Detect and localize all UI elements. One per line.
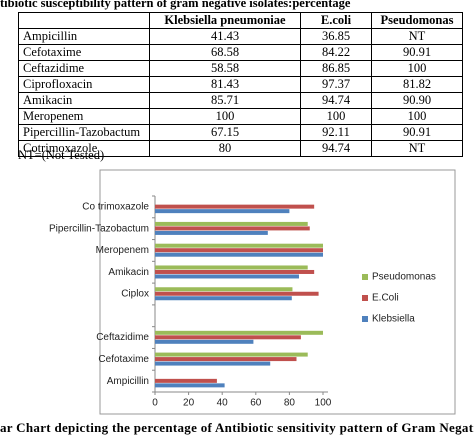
bar	[155, 330, 323, 335]
y-tick-label: Ciplox	[121, 289, 149, 300]
legend-label: E.Coli	[372, 293, 399, 304]
bar	[155, 209, 290, 214]
table-cell: 100	[371, 60, 463, 77]
bar	[155, 204, 315, 209]
x-tick-label: 20	[183, 398, 195, 409]
x-tick-label: 0	[152, 398, 158, 409]
bar	[155, 378, 217, 383]
y-tick-label: Pipercillin-Tazobactum	[49, 223, 149, 234]
table: Klebsiella pneumoniae E.coli Pseudomonas Am…	[18, 12, 463, 157]
bar	[155, 352, 308, 357]
bar	[155, 335, 301, 340]
legend-label: Klebsiella	[372, 314, 415, 325]
bar	[155, 269, 315, 274]
legend-swatch	[362, 295, 368, 301]
y-tick-label: Co trimoxazole	[82, 202, 149, 213]
bar	[155, 287, 293, 292]
x-tick-label: 80	[284, 398, 296, 409]
bar	[155, 383, 225, 388]
chart-frame	[99, 169, 456, 415]
bar	[155, 230, 268, 235]
table-cell: 90.91	[371, 44, 463, 61]
bar	[155, 296, 292, 301]
table-row: Pipercillin-Tazobactum 67.15 92.11 90.91	[18, 124, 463, 141]
bar	[155, 274, 299, 279]
y-tick-label: Meropenem	[96, 245, 149, 256]
table-row: Cefotaxime 68.58 84.22 90.91	[18, 44, 463, 61]
table-cell: Ciprofloxacin	[18, 76, 150, 93]
x-tick-label: 60	[250, 398, 262, 409]
legend-label: Pseudomonas	[372, 272, 436, 283]
bar	[155, 248, 323, 253]
table-row: Amikacin 85.71 94.74 90.90	[18, 92, 463, 109]
table-cell: 100	[300, 108, 372, 125]
table-cell: 94.74	[300, 140, 372, 157]
table-row: Cotrimoxazole 80 94.74 NT	[18, 140, 463, 157]
table-cell: 90.91	[371, 124, 463, 141]
bar	[155, 361, 271, 366]
legend-swatch	[362, 316, 368, 322]
caption: ar Chart depicting the percentage of Ant…	[0, 420, 474, 435]
legend-swatch	[362, 274, 368, 280]
bar	[155, 265, 308, 270]
table-cell: Meropenem	[18, 108, 150, 125]
x-tick-label: 100	[315, 398, 332, 409]
bar	[155, 243, 323, 248]
y-tick-label: Ceftazidime	[96, 332, 149, 343]
y-tick-label: Ampicillin	[107, 376, 149, 387]
bar	[155, 221, 308, 226]
bar	[155, 339, 254, 344]
table-row: Meropenem 100 100 100	[18, 108, 463, 125]
table-cell: 92.11	[300, 124, 372, 141]
table-cell: Pipercillin-Tazobactum	[18, 124, 150, 141]
table-cell: NT	[371, 140, 463, 157]
table-title: tibiotic susceptibility pattern of gram …	[0, 0, 351, 10]
table-cell: 81.43	[149, 76, 301, 93]
note: NT=(Not Tested)	[18, 148, 105, 162]
y-tick-label: Cefotaxime	[98, 354, 149, 365]
bar	[155, 252, 323, 257]
bar	[155, 357, 297, 362]
y-tick-label: Amikacin	[108, 267, 149, 278]
x-tick-label: 40	[217, 398, 229, 409]
bar	[155, 291, 319, 296]
table-cell: 68.58	[149, 44, 301, 61]
bar	[155, 226, 310, 231]
table-cell: Cefotaxime	[18, 44, 150, 61]
